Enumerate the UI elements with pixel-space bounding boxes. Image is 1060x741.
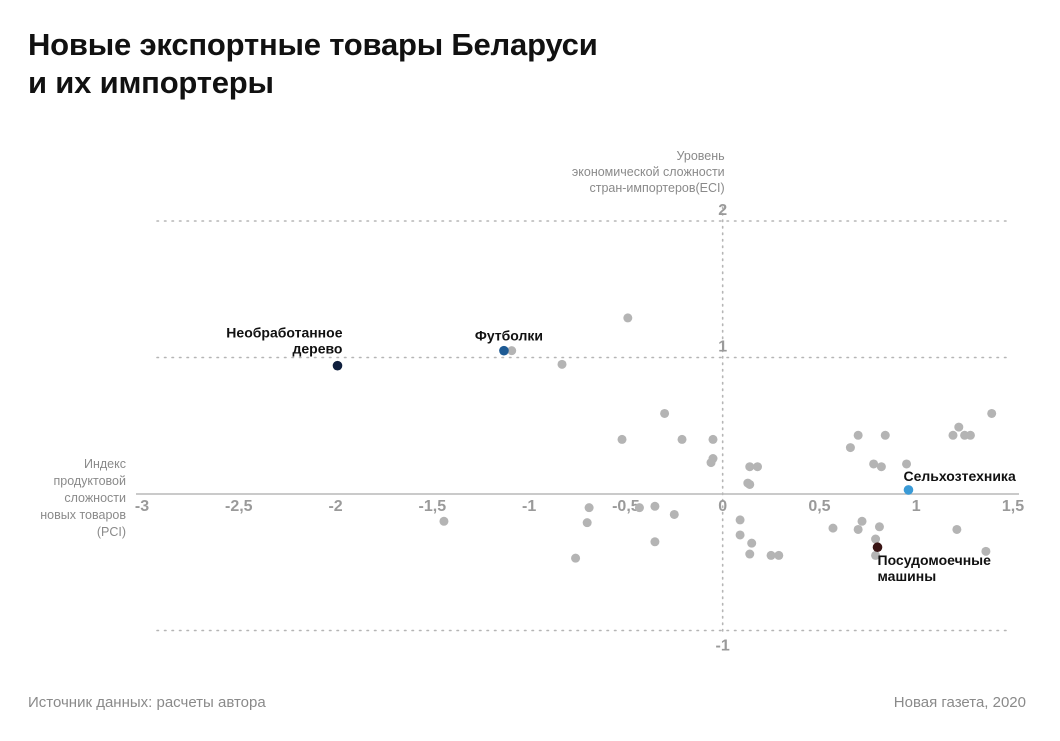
y-axis-title-line: экономической сложности xyxy=(572,165,725,179)
x-axis-title-line: сложности xyxy=(64,491,126,505)
x-axis-title-line: Индекс xyxy=(84,457,126,471)
y-axis-title-line: Уровень xyxy=(677,149,725,163)
data-point xyxy=(584,503,594,513)
highlight-label: Футболки xyxy=(475,328,543,344)
y-tick-label: 1 xyxy=(718,339,727,356)
data-point xyxy=(853,524,863,534)
x-axis-title-line: (PCI) xyxy=(97,525,126,539)
data-point xyxy=(774,550,784,560)
y-tick-label: 2 xyxy=(718,202,727,219)
data-point xyxy=(617,434,627,444)
x-tick-label: -2,5 xyxy=(225,498,253,515)
x-tick-label: 1 xyxy=(912,498,921,515)
x-axis-title-line: новых товаров xyxy=(40,508,126,522)
x-tick-label: -3 xyxy=(135,498,149,515)
highlight-point xyxy=(332,360,343,371)
data-point xyxy=(571,553,581,563)
data-point xyxy=(745,462,755,472)
data-point xyxy=(747,538,757,548)
data-point xyxy=(965,430,975,440)
data-point xyxy=(660,408,670,418)
publisher-credit: Новая газета, 2020 xyxy=(893,694,1026,711)
title-line-1: Новые экспортные товары Беларуси xyxy=(28,27,598,62)
data-point xyxy=(706,458,716,468)
data-point xyxy=(902,459,912,469)
x-tick-label: 0,5 xyxy=(808,498,830,515)
data-point xyxy=(735,515,745,525)
data-point xyxy=(439,516,449,526)
data-source-note: Источник данных: расчеты автора xyxy=(28,694,266,711)
data-point xyxy=(954,422,964,432)
data-point xyxy=(735,530,745,540)
data-point xyxy=(853,430,863,440)
data-point xyxy=(650,501,660,511)
page-title: Новые экспортные товары Беларуси и их им… xyxy=(28,26,598,102)
x-axis-title-line: продуктовой xyxy=(53,474,126,488)
highlight-point xyxy=(499,345,509,356)
highlight-label: машины xyxy=(878,568,937,584)
highlight-point xyxy=(903,485,914,495)
title-line-2: и их импортеры xyxy=(28,65,274,100)
y-axis-title-line: стран-импортеров(ECI) xyxy=(589,181,724,195)
data-point xyxy=(981,546,991,556)
data-point xyxy=(745,479,755,489)
data-point xyxy=(871,534,881,544)
highlight-point xyxy=(872,542,883,553)
x-tick-label: -0,5 xyxy=(612,498,640,515)
data-point xyxy=(557,359,567,369)
data-point xyxy=(753,462,763,472)
x-tick-label: -1,5 xyxy=(419,498,447,515)
data-point xyxy=(987,408,997,418)
data-point xyxy=(880,430,890,440)
axes xyxy=(136,206,1019,636)
axis-labels: Уровень экономической сложности стран-импо… xyxy=(40,149,724,539)
y-tick-label: -1 xyxy=(716,638,730,655)
data-point xyxy=(828,523,838,533)
data-point xyxy=(582,518,592,528)
data-point xyxy=(669,509,679,519)
data-point xyxy=(623,313,633,323)
data-point xyxy=(948,430,958,440)
data-point xyxy=(876,462,886,472)
data-point xyxy=(650,537,660,547)
data-points xyxy=(332,313,997,563)
data-point xyxy=(871,550,881,560)
data-point xyxy=(845,443,855,453)
data-point xyxy=(507,346,517,356)
data-point xyxy=(708,434,718,444)
data-point xyxy=(745,549,755,559)
tick-labels: -3 -2,5 -2 -1,5 -1 -0,5 0 0,5 1 1,5 2 1 -1 xyxy=(135,202,1024,655)
highlight-label: Посудомоечные xyxy=(878,552,992,568)
highlight-label: Необработанное xyxy=(226,325,342,341)
data-point xyxy=(952,524,962,534)
x-tick-label: -2 xyxy=(328,498,342,515)
highlight-label: дерево xyxy=(293,341,343,357)
highlight-label: Сельхозтехника xyxy=(903,468,1015,484)
data-point xyxy=(766,550,776,560)
data-point xyxy=(869,459,879,469)
x-tick-label: 0 xyxy=(718,498,727,515)
x-tick-label: 1,5 xyxy=(1002,498,1024,515)
data-point xyxy=(677,434,687,444)
data-point xyxy=(874,522,884,532)
data-point xyxy=(634,503,644,513)
data-point xyxy=(857,516,867,526)
x-tick-label: -1 xyxy=(522,498,536,515)
scatter-chart: -3 -2,5 -2 -1,5 -1 -0,5 0 0,5 1 1,5 2 1 -1 Уровень эк… xyxy=(40,149,1024,655)
